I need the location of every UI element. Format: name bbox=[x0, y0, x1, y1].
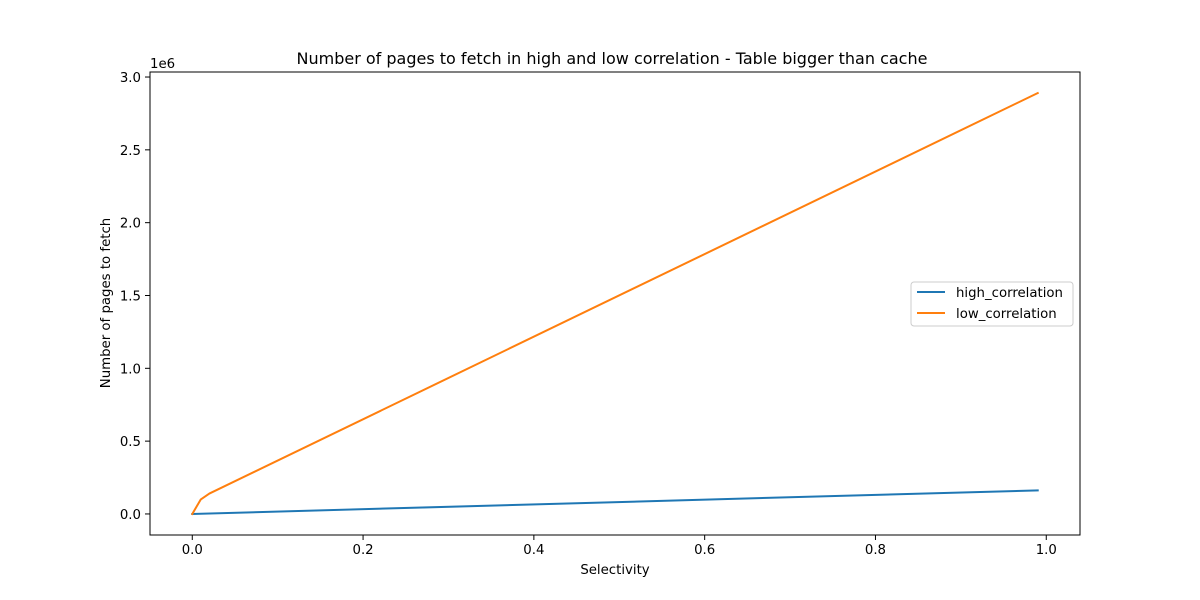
plot-area bbox=[149, 71, 1081, 536]
y-offset-label: 1e6 bbox=[150, 57, 175, 72]
x-tick-label: 0.2 bbox=[352, 543, 373, 558]
series-line-high_correlation bbox=[191, 489, 1039, 515]
legend: high_correlation low_correlation bbox=[910, 281, 1074, 327]
y-tick-label: 2.0 bbox=[120, 217, 141, 232]
axes-frame bbox=[149, 71, 1081, 536]
legend-label-high_correlation: high_correlation bbox=[956, 286, 1063, 301]
legend-label-low_correlation: low_correlation bbox=[956, 307, 1057, 322]
series-line-low_correlation bbox=[190, 91, 1040, 516]
legend-items: high_correlation low_correlation bbox=[917, 286, 1063, 322]
y-axis-ticks: 0.0 0.5 1.0 1.5 2.0 2.5 3.0 bbox=[120, 71, 150, 523]
x-tick-label: 0.6 bbox=[694, 543, 715, 558]
y-axis-label: Number of pages to fetch bbox=[99, 218, 114, 388]
chart-title: Number of pages to fetch in high and low… bbox=[297, 49, 928, 68]
y-tick-label: 0.0 bbox=[120, 508, 141, 523]
x-axis-label: Selectivity bbox=[580, 563, 649, 578]
y-tick-label: 3.0 bbox=[120, 71, 141, 86]
x-tick-label: 0.8 bbox=[865, 543, 886, 558]
y-tick-label: 1.5 bbox=[120, 289, 141, 304]
y-tick-label: 1.0 bbox=[120, 362, 141, 377]
x-axis-ticks: 0.0 0.2 0.4 0.6 0.8 1.0 bbox=[182, 535, 1057, 558]
y-tick-label: 0.5 bbox=[120, 435, 141, 450]
x-tick-label: 0.4 bbox=[523, 543, 544, 558]
y-tick-label: 2.5 bbox=[120, 144, 141, 159]
series-layer bbox=[190, 91, 1040, 516]
legend-box bbox=[910, 281, 1074, 327]
x-tick-label: 0.0 bbox=[182, 543, 203, 558]
x-tick-label: 1.0 bbox=[1036, 543, 1057, 558]
